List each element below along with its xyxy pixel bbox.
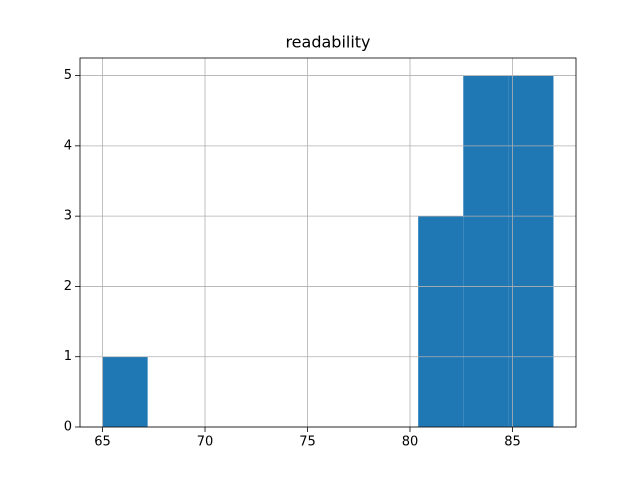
bar	[508, 75, 554, 428]
y-tick-label: 0	[64, 420, 72, 435]
x-tick-label: 85	[504, 435, 521, 450]
bar	[463, 75, 509, 428]
y-tick-label: 4	[64, 138, 72, 153]
x-tick-label: 70	[197, 435, 214, 450]
x-tick-label: 65	[94, 435, 111, 450]
axes-frame	[79, 57, 577, 428]
y-tick-label: 2	[64, 279, 72, 294]
chart-title: readability	[285, 33, 370, 52]
bar	[418, 216, 464, 427]
y-tick-label: 5	[64, 68, 72, 83]
x-tick-label: 75	[299, 435, 316, 450]
y-tick-label: 1	[64, 349, 72, 364]
x-tick-label: 80	[402, 435, 419, 450]
y-tick-label: 3	[64, 209, 72, 224]
bar	[102, 356, 148, 427]
